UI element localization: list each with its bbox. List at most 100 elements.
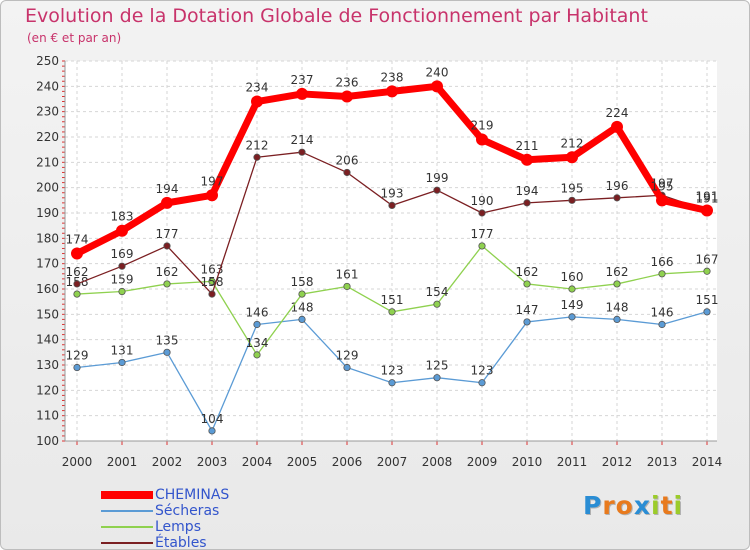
legend-swatch [101,526,153,528]
data-label: 191 [696,191,719,205]
data-point [251,95,263,108]
data-point [118,287,126,296]
data-label: 160 [561,270,584,284]
data-point [208,277,216,285]
data-label: 169 [111,247,134,261]
y-tick-label: 250 [36,54,59,68]
data-point [521,153,533,166]
data-point [388,308,396,316]
data-label: 166 [651,255,674,269]
data-point [343,168,351,177]
data-point [658,320,666,329]
logo-letter: x [633,491,651,520]
data-point [386,85,398,98]
data-point [703,308,711,316]
data-label: 195 [561,181,584,195]
data-label: 194 [156,182,179,196]
x-tick-label: 2013 [647,455,678,469]
data-label: 161 [336,267,359,281]
x-tick-label: 2005 [287,455,318,469]
data-label: 135 [156,333,179,347]
data-point [568,196,576,204]
legend-label: Étables [155,535,207,550]
data-label: 212 [246,138,269,152]
x-tick-label: 2003 [197,455,228,469]
y-tick-label: 200 [36,181,59,195]
logo-letter: o [615,491,634,520]
y-tick-label: 210 [36,155,59,169]
data-label: 237 [291,73,314,87]
data-label: 162 [66,265,89,279]
data-label: 148 [291,300,314,314]
legend-item: Lemps [101,519,261,535]
legend-swatch [101,542,153,544]
data-point [343,282,351,291]
data-point [298,315,306,323]
data-point [703,267,711,275]
data-point [73,280,81,288]
legend-label: Sécheras [155,503,220,519]
data-label: 183 [111,210,134,224]
legend-label: CHEMINAS [155,487,230,503]
logo-letter: i [673,491,684,520]
data-label: 197 [201,174,224,188]
data-label: 146 [246,305,269,319]
x-tick-label: 2011 [557,455,588,469]
data-point [206,189,218,202]
data-point [253,320,261,329]
data-point [163,242,171,250]
data-label: 214 [291,133,314,147]
logo-letter: r [602,491,616,520]
data-point [611,120,623,133]
data-point [208,427,216,435]
x-tick-label: 2006 [332,455,363,469]
data-point [253,153,261,161]
plot-area [65,61,717,441]
data-label: 194 [516,184,539,198]
legend-swatch [101,510,153,512]
data-point [296,87,308,100]
x-tick-label: 2000 [62,455,93,469]
data-point [568,313,576,321]
y-tick-label: 110 [36,409,59,423]
data-point [118,262,126,270]
x-tick-label: 2008 [422,455,453,469]
data-point [566,151,578,164]
data-label: 148 [606,300,629,314]
data-label: 191 [696,189,719,203]
data-point [476,133,488,146]
data-point [433,374,441,382]
y-tick-label: 160 [36,282,59,296]
data-point [478,242,486,250]
data-point [478,209,486,217]
data-label: 162 [606,265,629,279]
legend-item: Sécheras [101,503,261,519]
data-label: 162 [156,265,179,279]
data-point [431,80,443,93]
data-point [116,224,128,237]
data-label: 238 [381,70,404,84]
y-tick-label: 140 [36,333,59,347]
data-label: 193 [381,186,404,200]
data-point [298,290,306,298]
x-tick-label: 2009 [467,455,498,469]
data-point [118,358,126,367]
data-point [341,90,353,103]
data-point [163,280,171,288]
data-point [163,348,171,356]
data-label: 219 [471,119,494,133]
y-tick-label: 180 [36,231,59,245]
y-tick-label: 100 [36,434,59,448]
data-label: 147 [516,303,539,317]
x-tick-label: 2014 [692,455,723,469]
x-tick-label: 2007 [377,455,408,469]
data-point [253,351,261,359]
y-tick-label: 240 [36,79,59,93]
data-label: 162 [516,265,539,279]
legend-label: Lemps [155,519,201,535]
x-tick-label: 2010 [512,455,543,469]
y-tick-label: 150 [36,307,59,321]
data-label: 190 [471,194,494,208]
data-label: 123 [471,364,494,378]
